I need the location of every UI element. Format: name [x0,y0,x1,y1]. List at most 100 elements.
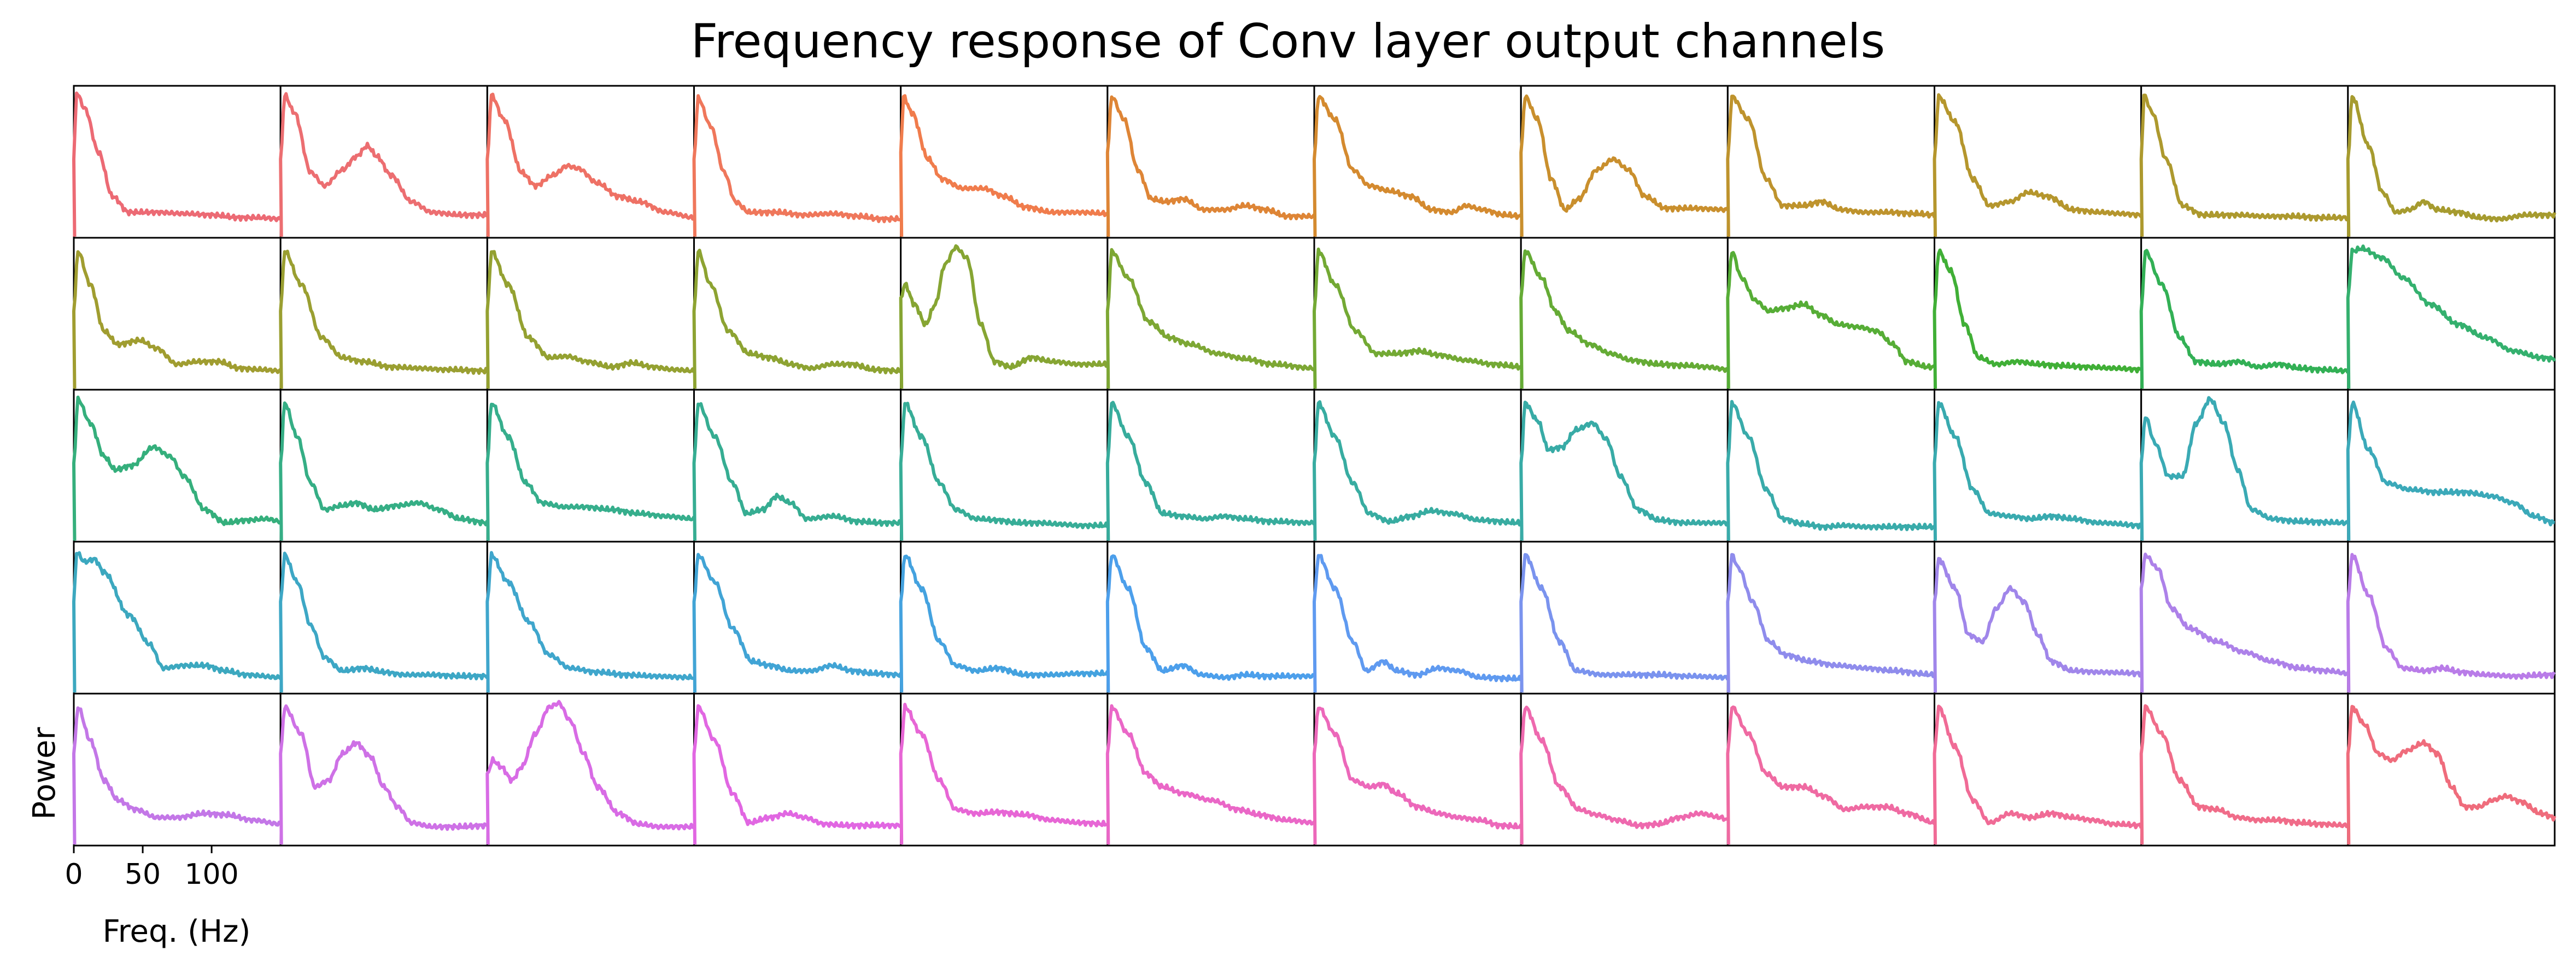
power-spectrum-line [1313,400,1523,541]
channel-panel [692,389,903,543]
panel-frame [1520,389,1729,543]
x-tick-label: 0 [65,858,83,891]
channel-panel [72,85,282,239]
channel-panel [279,389,489,543]
channel-panel [899,389,1109,543]
channel-panel [899,541,1109,695]
power-spectrum-line [2346,400,2555,541]
x-axis: 0 50 100 Freq. (Hz) [65,846,250,949]
power-spectrum-line [72,706,282,845]
channel-panel [1933,541,2143,695]
channel-panel [485,541,695,695]
power-spectrum-line [692,402,903,541]
power-spectrum-line [72,91,282,237]
panel-frame [1313,541,1522,695]
power-spectrum-line [279,92,488,237]
power-spectrum-line [899,94,1108,237]
panel-frame [2140,389,2349,543]
panel-frame [1106,693,1315,847]
power-spectrum-line [1933,93,2142,237]
power-spectrum-line [485,551,695,693]
channel-panel [72,389,282,543]
channel-panel [2139,237,2350,391]
channel-panel [1313,541,1523,695]
channel-panel [1519,541,1730,695]
channel-panel [1313,389,1523,543]
channel-panel [485,237,696,391]
power-spectrum-line [1519,249,1729,389]
channel-panel [72,693,282,847]
channel-panel [1105,693,1316,847]
channel-panel [899,693,1109,847]
panel-frame [1726,541,1935,695]
y-axis-label: Power [27,726,62,819]
channel-panel [485,693,695,847]
channel-panel [1726,85,1936,239]
panel-frame [1520,541,1729,695]
power-spectrum-line [899,402,1109,541]
power-spectrum-line [485,700,694,845]
panel-frame [900,389,1109,543]
power-spectrum-line [1105,401,1316,541]
power-spectrum-line [899,554,1109,693]
x-ticks: 0 50 100 [65,846,239,891]
channel-panel [692,85,902,239]
panel-grid [72,85,2556,847]
channel-panel [1933,389,2142,543]
channel-panel [1313,85,1523,239]
channel-panel [72,237,282,391]
power-spectrum-line [2139,93,2350,237]
power-spectrum-line [1313,247,1521,389]
panel-frame [1934,541,2142,695]
power-spectrum-line [2139,249,2350,389]
power-spectrum-line [2346,95,2556,237]
power-spectrum-line [2139,553,2350,693]
channel-panel [1933,85,2142,239]
channel-panel [279,541,489,695]
panel-frame [1106,541,1315,695]
power-spectrum-line [1933,556,2143,693]
channel-panel [2346,85,2556,239]
x-tick-label: 100 [184,858,238,891]
channel-panel [692,693,902,847]
power-spectrum-line [72,250,282,389]
channel-panel [1933,237,2142,391]
power-spectrum-line [485,402,696,541]
channel-panel [1105,389,1316,543]
channel-panel [2346,389,2556,543]
channel-panel [1726,541,1936,695]
channel-panel [485,85,695,239]
channel-panel [1519,693,1729,847]
power-spectrum-line [899,244,1109,389]
channel-panel [692,237,902,391]
power-spectrum-line [692,704,902,845]
channel-panel [2139,693,2349,847]
power-spectrum-line [1105,554,1315,693]
power-spectrum-line [1726,400,1935,541]
panel-frame [2347,389,2556,543]
channel-panel [2346,237,2556,391]
power-spectrum-line [1519,401,1730,541]
channel-panel [1105,541,1315,695]
power-spectrum-line [1726,95,1936,237]
x-tick-label: 50 [125,858,161,891]
channel-panel [2139,389,2349,543]
channel-panel [1519,85,1729,239]
panel-frame [1520,85,1729,239]
channel-panel [1313,693,1523,847]
power-spectrum-line [1726,553,1936,693]
power-spectrum-line [485,250,696,389]
panel-frame [2347,237,2556,391]
power-spectrum-line [692,94,901,237]
power-spectrum-line [1313,706,1523,845]
channel-panel [1726,389,1935,543]
channel-panel [1933,693,2143,847]
panel-frame [2347,693,2556,847]
power-spectrum-line [1105,95,1316,237]
power-spectrum-line [1519,706,1728,845]
channel-panel [485,389,696,543]
power-spectrum-line [1933,401,2142,541]
power-spectrum-line [2346,553,2556,693]
channel-panel [279,237,489,391]
